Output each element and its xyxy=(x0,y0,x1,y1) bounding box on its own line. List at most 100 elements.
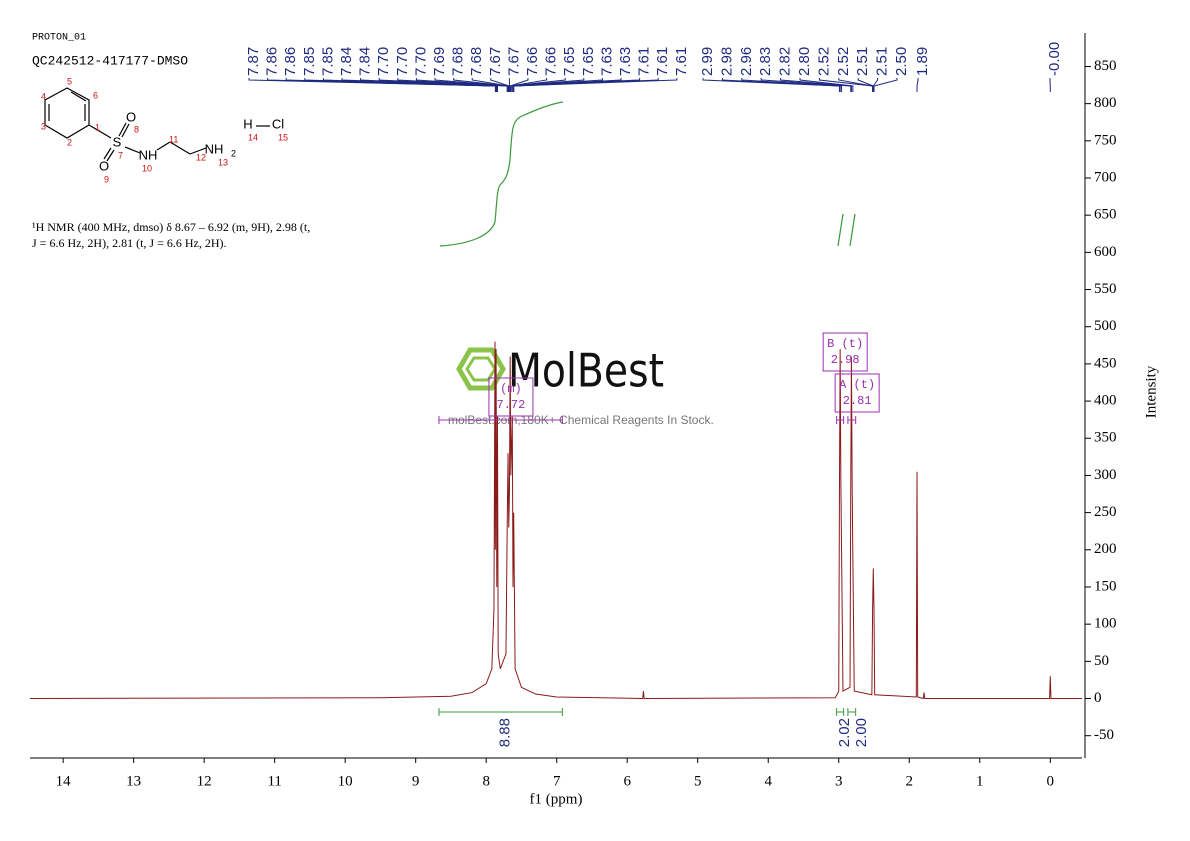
peak-label: 7.84 xyxy=(357,47,374,76)
watermark-tagline: molBest.com,180K+ Chemical Reagents In S… xyxy=(448,413,714,427)
x-tick-label: 13 xyxy=(126,773,141,789)
peak-label: 7.87 xyxy=(245,47,262,76)
experiment: PROTON_01 xyxy=(32,33,86,44)
peak-label: 7.66 xyxy=(543,47,560,76)
spectrum xyxy=(29,341,1082,700)
peak-connector xyxy=(513,78,678,92)
peak-label: 2.50 xyxy=(893,47,910,76)
peak-label: 7.61 xyxy=(654,47,671,76)
x-tick-label: 1 xyxy=(976,773,984,789)
multiplet-box xyxy=(488,377,534,417)
y-tick-label: 800 xyxy=(1094,95,1117,111)
molecule-bonds xyxy=(44,87,270,162)
atom-number: 1 xyxy=(95,122,100,132)
peak-connector xyxy=(434,78,509,92)
peak-connector xyxy=(916,78,919,92)
integral-label: 8.88 xyxy=(497,718,514,747)
peak-label: -0.00 xyxy=(1046,42,1063,76)
peak-label: 7.65 xyxy=(561,47,578,76)
peak-label: 2.96 xyxy=(738,47,755,76)
x-tick-label: 14 xyxy=(56,773,72,789)
peak-label: 7.61 xyxy=(636,47,653,76)
y-tick-label: 200 xyxy=(1094,541,1117,557)
peak-connector xyxy=(872,78,879,92)
atom-number: 8 xyxy=(134,124,139,134)
peak-connector xyxy=(471,78,510,92)
integral-label: 2.00 xyxy=(853,718,870,747)
x-tick-label: 2 xyxy=(906,773,914,789)
peak-label: 2.83 xyxy=(757,47,774,76)
x-axis-label: f1 (ppm) xyxy=(530,791,583,807)
peak-label: 7.85 xyxy=(319,47,336,76)
peak-connector xyxy=(873,78,898,92)
peak-label: 7.85 xyxy=(301,47,318,76)
y-tick-label: 400 xyxy=(1094,393,1117,409)
integral-bracket xyxy=(438,708,563,716)
y-tick-label: 250 xyxy=(1094,504,1117,520)
atom-number: 13 xyxy=(218,157,228,167)
y-tick-label: -50 xyxy=(1094,727,1114,743)
peak-label: 7.68 xyxy=(450,47,467,76)
multiplet-box xyxy=(822,332,868,372)
atom-label: NH xyxy=(205,141,224,156)
atom-number: 15 xyxy=(278,132,288,142)
x-tick-label: 11 xyxy=(267,773,281,789)
atom-number: 7 xyxy=(118,150,123,160)
peak-connector xyxy=(741,78,843,92)
x-tick-label: 5 xyxy=(694,773,702,789)
x-tick-label: 6 xyxy=(623,773,631,789)
description-line: ¹H NMR (400 MHz, dmso) δ 8.67 – 6.92 (m,… xyxy=(32,220,310,234)
peak-label: 7.67 xyxy=(487,47,504,76)
atom-number: 5 xyxy=(67,76,72,86)
y-tick-label: 500 xyxy=(1094,318,1117,334)
x-tick-label: 7 xyxy=(553,773,561,789)
y-tick-label: 100 xyxy=(1094,616,1117,632)
sample-id: QC242512-417177-DMSO xyxy=(32,53,188,68)
peak-label: 2.51 xyxy=(854,47,871,76)
peak-label: 2.82 xyxy=(777,47,794,76)
y-tick-label: 650 xyxy=(1094,207,1117,223)
atom-label: Cl xyxy=(272,116,284,131)
peak-label: 7.63 xyxy=(598,47,615,76)
atom-label: 2 xyxy=(231,148,236,158)
peak-label: 7.70 xyxy=(394,47,411,76)
integral-label: 2.02 xyxy=(836,718,853,747)
multiplet-label: B (t) xyxy=(827,337,863,351)
y-tick-label: 700 xyxy=(1094,169,1117,185)
x-tick-label: 0 xyxy=(1047,773,1055,789)
peak-label: 7.69 xyxy=(431,47,448,76)
multiplet-shift: 2.98 xyxy=(831,353,860,367)
peak-label: 2.99 xyxy=(699,47,716,76)
peak-label: 7.68 xyxy=(468,47,485,76)
peak-label: 7.66 xyxy=(524,47,541,76)
y-tick-label: 850 xyxy=(1094,58,1117,74)
atom-number: 14 xyxy=(248,132,258,142)
multiplet-label: (m) xyxy=(500,382,522,396)
peak-connector xyxy=(760,78,852,92)
y-tick-label: 450 xyxy=(1094,355,1117,371)
peak-connector xyxy=(838,78,874,92)
peak-label: 2.98 xyxy=(718,47,735,76)
atom-number: 11 xyxy=(169,134,178,144)
y-tick-label: 350 xyxy=(1094,430,1117,446)
peak-connector xyxy=(509,78,548,92)
multiplet-bracket xyxy=(836,416,845,424)
peak-label: 7.70 xyxy=(412,47,429,76)
atom-number: 9 xyxy=(104,174,109,184)
peak-connector xyxy=(510,78,585,92)
peak-label: 7.86 xyxy=(282,47,299,76)
peak-label: 2.80 xyxy=(796,47,813,76)
x-tick-label: 10 xyxy=(338,773,353,789)
peak-connector xyxy=(702,78,840,92)
y-tick-label: 150 xyxy=(1094,578,1117,594)
atom-number: 10 xyxy=(142,163,152,173)
multiplet-shift: 2.81 xyxy=(843,394,872,408)
peak-label: 7.86 xyxy=(264,47,281,76)
peak-label: 7.63 xyxy=(617,47,634,76)
peak-label: 7.67 xyxy=(505,47,522,76)
atom-number: 6 xyxy=(93,90,98,100)
atom-label: O xyxy=(99,158,109,173)
integral-bracket xyxy=(847,708,857,716)
x-tick-label: 8 xyxy=(482,773,490,789)
